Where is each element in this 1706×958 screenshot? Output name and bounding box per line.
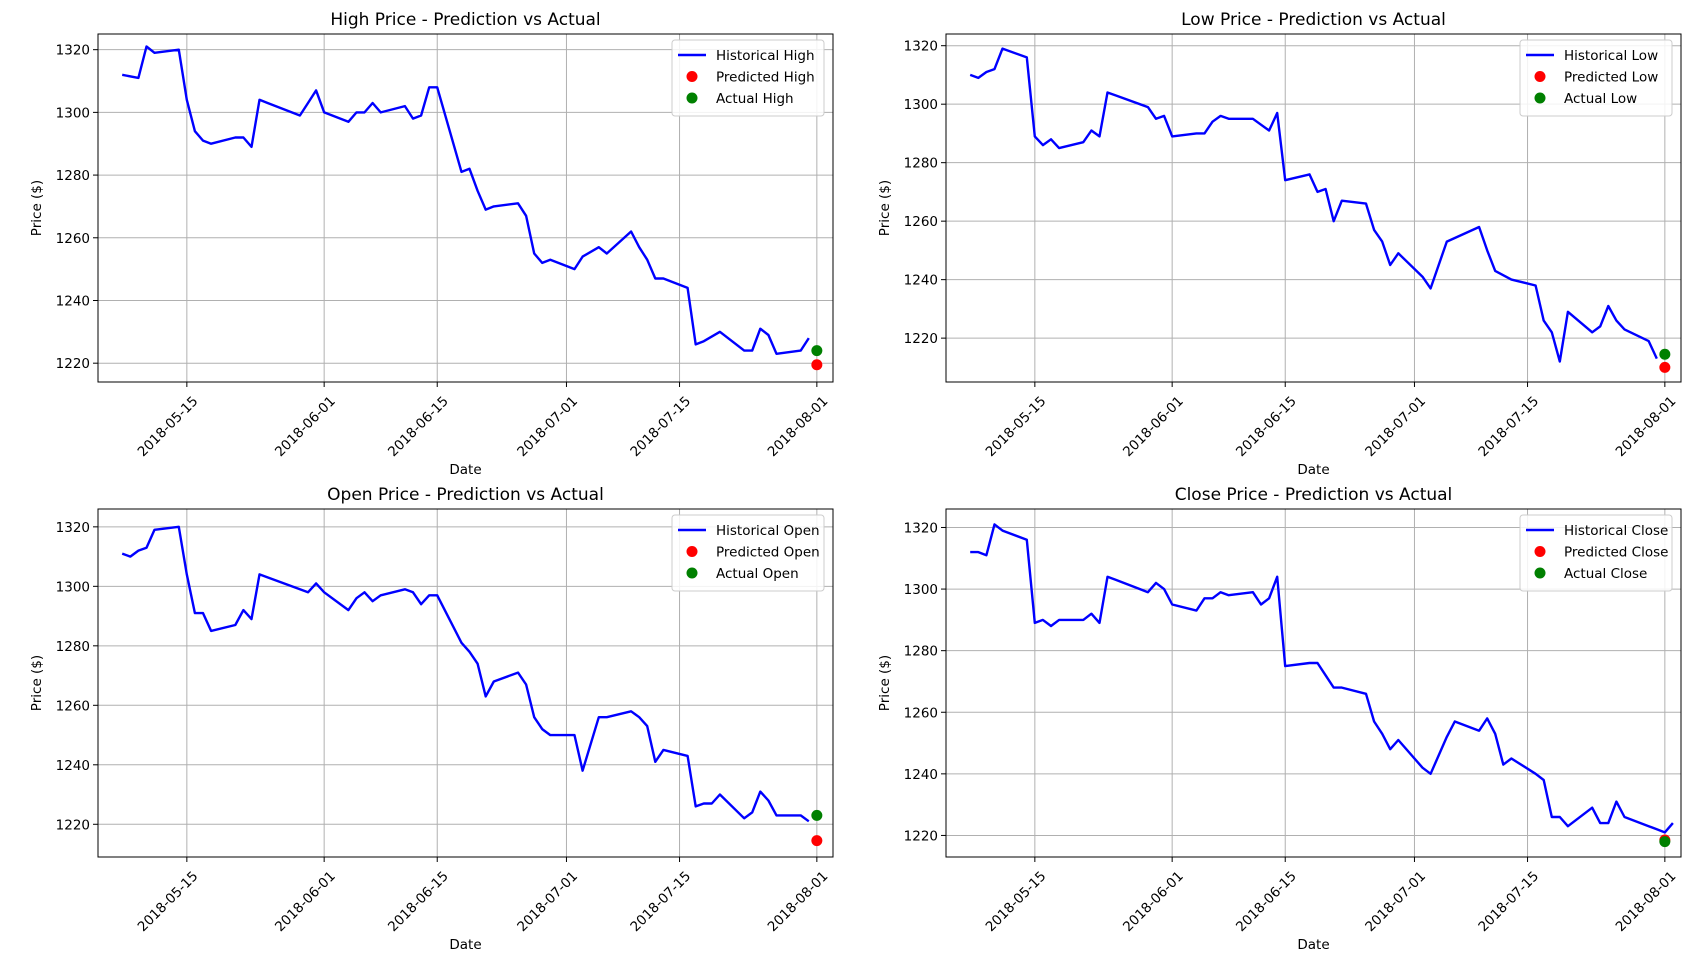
legend-marker-swatch <box>686 546 698 557</box>
legend-label: Predicted Open <box>716 545 820 561</box>
chart-title: High Price - Prediction vs Actual <box>330 10 600 30</box>
data-point-2 <box>811 809 823 821</box>
y-tick-label: 1300 <box>56 579 90 595</box>
chart-title: Open Price - Prediction vs Actual <box>327 485 604 505</box>
y-tick-label: 1320 <box>904 520 938 536</box>
y-axis-label: Price ($) <box>29 655 45 711</box>
data-point-1 <box>811 835 823 847</box>
y-tick-label: 1320 <box>56 43 90 59</box>
data-point-1 <box>811 359 823 371</box>
legend-label: Predicted High <box>716 70 815 86</box>
legend-label: Historical Close <box>1564 523 1668 539</box>
y-tick-label: 1240 <box>904 273 938 289</box>
y-tick-label: 1300 <box>904 97 938 113</box>
y-tick-label: 1220 <box>904 331 938 347</box>
data-point-2 <box>811 345 823 357</box>
legend-marker-swatch <box>686 567 698 579</box>
legend-label: Actual Low <box>1564 91 1637 107</box>
legend-marker-swatch <box>686 71 698 82</box>
legend-marker-swatch <box>1534 92 1546 104</box>
y-tick-label: 1260 <box>56 231 90 247</box>
y-axis-label: Price ($) <box>29 180 45 236</box>
legend-box <box>1519 39 1673 117</box>
series-line-0 <box>969 47 1658 363</box>
y-tick-label: 1220 <box>904 828 938 844</box>
y-tick-label: 1280 <box>56 168 90 184</box>
legend-label: Predicted Low <box>1564 70 1658 86</box>
data-point-2 <box>1659 836 1671 848</box>
plot-frame <box>945 33 1682 383</box>
chart-title: Close Price - Prediction vs Actual <box>1175 485 1453 505</box>
y-tick-label: 1280 <box>56 639 90 655</box>
y-tick-label: 1320 <box>904 39 938 55</box>
legend: Historical Low Predicted Low Actual Low <box>1519 39 1673 117</box>
y-tick-label: 1240 <box>904 767 938 783</box>
y-axis-label: Price ($) <box>877 655 893 711</box>
legend-marker-swatch <box>686 92 698 104</box>
legend-marker-swatch <box>1534 71 1546 82</box>
y-tick-label: 1300 <box>904 582 938 598</box>
series-line-0 <box>970 523 1674 834</box>
plot-frame <box>97 508 834 858</box>
data-point-2 <box>1659 348 1671 360</box>
series-line-0 <box>121 525 810 823</box>
x-axis-label: Date <box>449 937 481 953</box>
plot-frame <box>945 508 1682 858</box>
chart-title: Low Price - Prediction vs Actual <box>1181 10 1446 30</box>
y-tick-label: 1240 <box>56 293 90 309</box>
plot-frame <box>97 33 834 383</box>
legend-label: Actual High <box>716 91 794 107</box>
y-tick-label: 1280 <box>904 644 938 660</box>
legend-marker-swatch <box>1534 567 1546 579</box>
y-tick-label: 1300 <box>56 105 90 121</box>
y-tick-label: 1220 <box>56 356 90 372</box>
y-tick-label: 1320 <box>56 520 90 536</box>
legend-label: Actual Open <box>716 566 799 582</box>
legend-box <box>671 39 825 117</box>
y-tick-label: 1220 <box>56 817 90 833</box>
x-axis-label: Date <box>1297 937 1329 953</box>
y-tick-label: 1260 <box>904 214 938 230</box>
y-tick-label: 1260 <box>904 705 938 721</box>
legend-label: Historical Low <box>1564 48 1658 64</box>
legend-box <box>1519 514 1673 592</box>
legend-label: Predicted Close <box>1564 545 1668 561</box>
y-tick-label: 1260 <box>56 698 90 714</box>
data-point-1 <box>1659 361 1671 373</box>
legend-marker-swatch <box>1534 546 1546 557</box>
legend-label: Historical High <box>716 48 815 64</box>
legend: Historical Open Predicted Open Actual Open <box>671 514 825 592</box>
y-tick-label: 1240 <box>56 758 90 774</box>
legend: Historical High Predicted High Actual High <box>671 39 825 117</box>
x-axis-label: Date <box>1297 462 1329 478</box>
y-axis-label: Price ($) <box>877 180 893 236</box>
legend-label: Historical Open <box>716 523 820 539</box>
legend-label: Actual Close <box>1564 566 1647 582</box>
legend: Historical Close Predicted Close Actual Cl… <box>1519 514 1673 592</box>
legend-box <box>671 514 825 592</box>
series-line-0 <box>121 45 810 355</box>
y-tick-label: 1280 <box>904 156 938 172</box>
x-axis-label: Date <box>449 462 481 478</box>
